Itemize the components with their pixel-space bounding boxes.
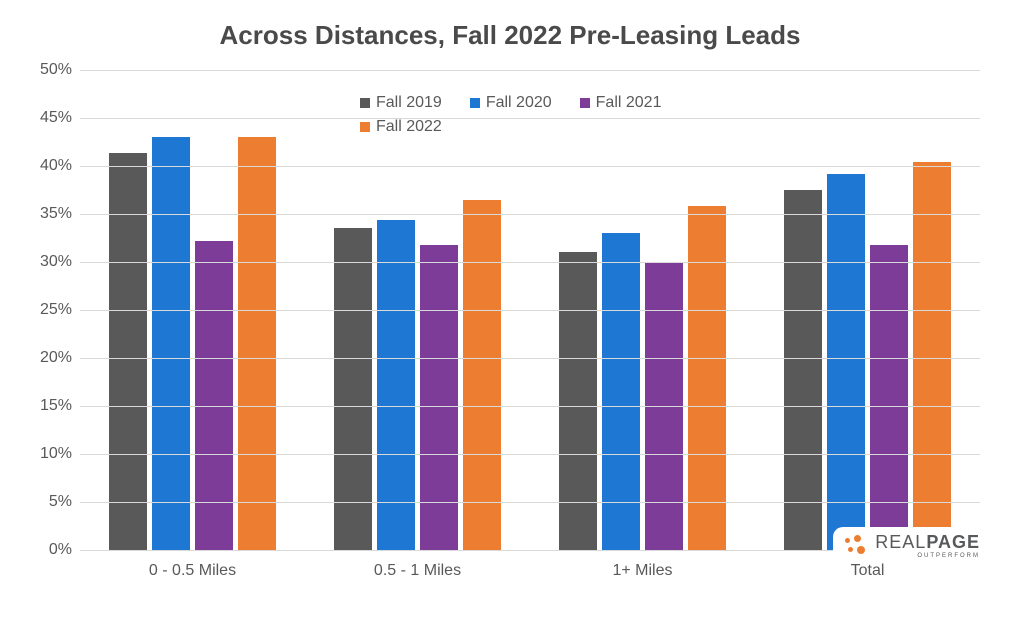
grid-line (80, 262, 980, 263)
realpage-logo: REALPAGE OUTPERFORM (833, 527, 992, 563)
y-tick-label: 10% (40, 445, 72, 463)
grid-line (80, 358, 980, 359)
bar (784, 190, 822, 550)
logo-dots-icon (845, 535, 867, 557)
grid-line (80, 70, 980, 71)
bar (152, 137, 190, 550)
grid-line (80, 454, 980, 455)
legend-swatch (360, 122, 370, 132)
y-tick-label: 35% (40, 205, 72, 223)
y-tick-label: 5% (49, 493, 72, 511)
bar (109, 153, 147, 550)
x-tick-label: 1+ Miles (612, 562, 672, 580)
y-tick-label: 25% (40, 301, 72, 319)
grid-line (80, 310, 980, 311)
y-tick-label: 40% (40, 157, 72, 175)
legend-label: Fall 2021 (596, 94, 662, 112)
x-tick-label: 0 - 0.5 Miles (149, 562, 236, 580)
grid-line (80, 214, 980, 215)
legend: Fall 2019 Fall 2020 Fall 2021 Fall 2022 (360, 94, 700, 136)
legend-item: Fall 2020 (470, 94, 552, 112)
bar (827, 174, 865, 550)
y-tick-label: 15% (40, 397, 72, 415)
legend-item: Fall 2019 (360, 94, 442, 112)
legend-label: Fall 2019 (376, 94, 442, 112)
legend-label: Fall 2020 (486, 94, 552, 112)
grid-line (80, 406, 980, 407)
bar (559, 252, 597, 550)
y-tick-label: 45% (40, 109, 72, 127)
x-tick-label: Total (851, 562, 885, 580)
legend-swatch (470, 98, 480, 108)
logo-main-text: REALPAGE (875, 533, 980, 551)
bar (688, 206, 726, 550)
y-tick-label: 20% (40, 349, 72, 367)
bar (463, 200, 501, 550)
logo-text: REALPAGE OUTPERFORM (875, 533, 980, 559)
grid-line (80, 502, 980, 503)
chart-title: Across Distances, Fall 2022 Pre-Leasing … (0, 20, 1020, 51)
y-tick-label: 50% (40, 61, 72, 79)
logo-sub-text: OUTPERFORM (875, 553, 980, 559)
bar (195, 241, 233, 550)
bar (420, 245, 458, 550)
y-tick-label: 0% (49, 541, 72, 559)
legend-item: Fall 2021 (580, 94, 662, 112)
y-tick-label: 30% (40, 253, 72, 271)
bar (377, 220, 415, 550)
legend-item: Fall 2022 (360, 118, 442, 136)
plot-area: 0%5%10%15%20%25%30%35%40%45%50%0 - 0.5 M… (80, 70, 980, 550)
bar (913, 162, 951, 550)
bar (238, 137, 276, 550)
x-tick-label: 0.5 - 1 Miles (374, 562, 461, 580)
chart-container: Across Distances, Fall 2022 Pre-Leasing … (0, 0, 1020, 633)
legend-swatch (360, 98, 370, 108)
bar (870, 245, 908, 550)
legend-swatch (580, 98, 590, 108)
legend-label: Fall 2022 (376, 118, 442, 136)
grid-line (80, 166, 980, 167)
